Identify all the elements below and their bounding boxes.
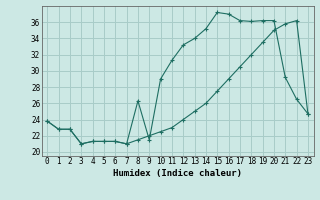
X-axis label: Humidex (Indice chaleur): Humidex (Indice chaleur) xyxy=(113,169,242,178)
